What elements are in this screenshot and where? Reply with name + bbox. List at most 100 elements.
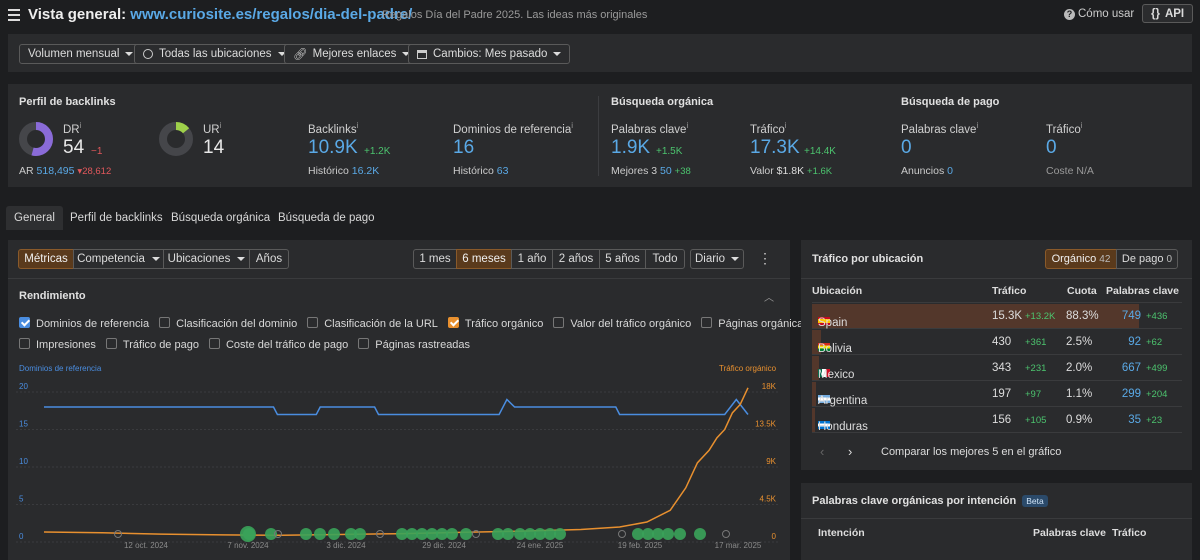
- metric-checkbox[interactable]: Coste del tráfico de pago: [208, 338, 348, 351]
- prev-arrow-icon[interactable]: ‹: [820, 444, 825, 459]
- left-tick-label: 15: [19, 420, 28, 429]
- target-url[interactable]: www.curiosite.es/regalos/dia-del-padre/: [130, 6, 413, 23]
- organic-tab[interactable]: Orgánico 42: [1045, 249, 1117, 269]
- left-tick-label: 10: [19, 457, 28, 466]
- keywords-value[interactable]: 667: [1121, 362, 1141, 374]
- changes-dropdown[interactable]: Cambios: Mes pasado: [408, 44, 571, 64]
- summary-panel: [8, 84, 1192, 187]
- more-options-icon[interactable]: ⋮: [758, 250, 772, 266]
- how-to-link[interactable]: ? Cómo usar: [1064, 8, 1134, 20]
- checkbox-icon[interactable]: [358, 338, 370, 349]
- volume-dropdown[interactable]: Volumen mensual: [19, 44, 143, 64]
- event-marker-dot: [524, 528, 536, 540]
- backlinks-change: +1.2K: [364, 146, 391, 157]
- checkbox-icon[interactable]: [553, 317, 565, 328]
- metric-checkbox-label: Clasificación de la URL: [324, 318, 438, 330]
- locations-chart-dropdown[interactable]: Ubicaciones: [163, 249, 250, 269]
- metric-checkbox[interactable]: Clasificación del dominio: [159, 317, 297, 330]
- range-5-years[interactable]: 5 años: [599, 249, 646, 269]
- tab-organic-search[interactable]: Búsqueda orgánica: [171, 212, 271, 224]
- event-marker-dot: [694, 528, 706, 540]
- event-marker-dot: [446, 528, 458, 540]
- event-marker-dot: [396, 528, 408, 540]
- traffic-value[interactable]: 17.3K: [750, 137, 800, 158]
- checkbox-icon[interactable]: [105, 338, 117, 349]
- links-label: Mejores enlaces: [312, 48, 397, 60]
- backlinks-value[interactable]: 10.9K: [308, 137, 358, 158]
- menu-icon[interactable]: [8, 9, 20, 21]
- ar-value[interactable]: 518,495: [36, 165, 75, 177]
- share-bar: [812, 330, 822, 354]
- right-tick-label: 13.5K: [755, 420, 777, 429]
- keywords-value[interactable]: 92: [1128, 336, 1141, 348]
- keywords-change: +204: [1146, 389, 1168, 400]
- collapse-icon[interactable]: ︿: [764, 293, 774, 304]
- right-axis-title: Tráfico orgánico: [719, 364, 777, 373]
- next-arrow-icon[interactable]: ›: [848, 444, 853, 459]
- checkbox-icon[interactable]: [19, 338, 30, 349]
- event-marker-dot: [354, 528, 366, 540]
- checkbox-icon[interactable]: [701, 317, 713, 328]
- paid-keywords-value[interactable]: 0: [901, 137, 912, 158]
- paid-traffic-label: Tráficoi: [1046, 121, 1083, 136]
- keywords-value[interactable]: 299: [1121, 388, 1141, 400]
- refdomains-value[interactable]: 16: [453, 137, 475, 158]
- keywords-value[interactable]: 1.9K: [611, 137, 651, 158]
- right-tick-label: 18K: [762, 382, 777, 391]
- links-dropdown[interactable]: 🔗︎ Mejores enlaces: [284, 44, 420, 64]
- range-1-year[interactable]: 1 año: [511, 249, 553, 269]
- tab-paid-search[interactable]: Búsqueda de pago: [278, 212, 375, 224]
- heading-prefix: Vista general:: [28, 6, 127, 23]
- event-marker-dot: [534, 528, 546, 540]
- location-row[interactable]: Honduras 156 +105 0.9% 35 +23: [812, 407, 1182, 433]
- range-1-month[interactable]: 1 mes: [413, 249, 457, 269]
- location-row[interactable]: Argentina 197 +97 1.1% 299 +204: [812, 381, 1182, 407]
- tab-backlink-profile[interactable]: Perfil de backlinks: [70, 212, 163, 224]
- metric-checkbox[interactable]: Tráfico orgánico: [447, 317, 543, 330]
- range-all[interactable]: Todo: [645, 249, 685, 269]
- dr-value: 54: [63, 137, 85, 158]
- checkbox-icon[interactable]: [19, 317, 30, 328]
- metric-checkbox[interactable]: Clasificación de la URL: [307, 317, 438, 330]
- event-marker-dot: [265, 528, 277, 540]
- metric-checkbox[interactable]: Dominios de referencia: [19, 317, 149, 330]
- api-button[interactable]: {} API: [1142, 4, 1194, 23]
- tab-general[interactable]: General: [6, 206, 63, 230]
- paid-tab[interactable]: De pago 0: [1116, 249, 1178, 269]
- country-name: Bolivia: [818, 343, 852, 355]
- range-2-years[interactable]: 2 años: [552, 249, 600, 269]
- metric-checkbox[interactable]: Impresiones: [19, 338, 96, 351]
- location-row[interactable]: Bolivia 430 +361 2.5% 92 +62: [812, 329, 1182, 355]
- interval-dropdown[interactable]: Diario: [690, 249, 744, 269]
- traffic-value: 156: [992, 414, 1012, 426]
- location-row[interactable]: Spain 15.3K +13.2K 88.3% 749 +436: [812, 303, 1182, 329]
- col-traffic: Tráfico: [992, 285, 1027, 297]
- competition-dropdown[interactable]: Competencia: [73, 249, 164, 269]
- years-button[interactable]: Años: [249, 249, 289, 269]
- event-marker-dot: [632, 528, 644, 540]
- metric-checkbox[interactable]: Páginas rastreadas: [358, 338, 470, 351]
- location-row[interactable]: Mexico 343 +231 2.0% 667 +499: [812, 355, 1182, 381]
- metric-checkbox[interactable]: Tráfico de pago: [105, 338, 199, 351]
- locations-dropdown[interactable]: Todas las ubicaciones: [134, 44, 295, 64]
- metrics-button[interactable]: Métricas: [18, 249, 74, 269]
- range-6-months[interactable]: 6 meses: [456, 249, 512, 269]
- event-marker-dot: [514, 528, 526, 540]
- checkbox-icon[interactable]: [447, 317, 459, 328]
- paid-traffic-value[interactable]: 0: [1046, 137, 1057, 158]
- event-marker-dot: [502, 528, 514, 540]
- metric-checkbox-label: Páginas orgánicas: [718, 318, 809, 330]
- checkbox-icon[interactable]: [208, 338, 220, 349]
- braces-icon: {}: [1151, 7, 1160, 20]
- checkbox-icon[interactable]: [159, 317, 171, 328]
- performance-chart[interactable]: 20 18K 15 13.5K 10 9K 5 4.5K 0 0 12 oct. 2024 7 nov…: [8, 370, 790, 560]
- compare-top5-link[interactable]: Comparar los mejores 5 en el gráfico: [881, 446, 1062, 458]
- metric-checkbox[interactable]: Valor del tráfico orgánico: [553, 317, 691, 330]
- chart-divider: [8, 278, 790, 279]
- keywords-value[interactable]: 749: [1121, 310, 1141, 322]
- checkbox-icon[interactable]: [307, 317, 319, 328]
- metric-checkbox[interactable]: Páginas orgánicas: [701, 317, 809, 330]
- keywords-value[interactable]: 35: [1128, 414, 1141, 426]
- keywords-change: +436: [1146, 311, 1168, 322]
- traffic-value: 15.3K: [992, 310, 1023, 322]
